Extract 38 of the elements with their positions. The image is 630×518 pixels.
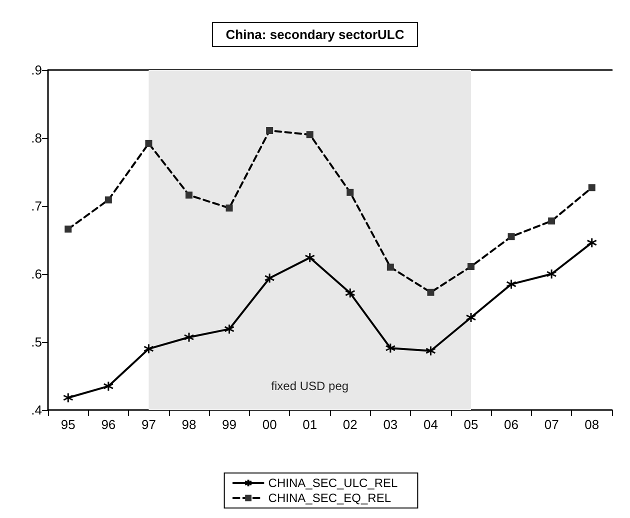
point xyxy=(103,380,114,392)
point xyxy=(546,268,557,280)
band-label: fixed USD peg xyxy=(271,379,349,393)
x-tick-label: 99 xyxy=(222,417,237,432)
point xyxy=(466,312,476,323)
x-tick-label: 07 xyxy=(544,417,559,432)
y-tick-label: .7 xyxy=(31,198,42,214)
y-tick-label: .9 xyxy=(31,62,42,78)
point xyxy=(184,332,194,342)
point xyxy=(506,278,517,290)
x-tick-label: 04 xyxy=(423,417,438,432)
x-tick-label: 08 xyxy=(584,417,600,432)
x-tick-label: 05 xyxy=(464,417,478,432)
point xyxy=(264,272,275,284)
point xyxy=(586,237,598,248)
point xyxy=(304,252,316,263)
chart-title: China: secondary sectorULC xyxy=(226,27,405,42)
x-tick-label: 02 xyxy=(342,417,358,432)
x-tick-label: 98 xyxy=(182,417,196,432)
point xyxy=(143,344,154,354)
x-tick-label: 06 xyxy=(504,417,519,432)
y-tick-label: .5 xyxy=(31,334,42,350)
point xyxy=(224,324,235,334)
y-tick-label: .4 xyxy=(31,402,42,418)
point xyxy=(62,392,74,404)
x-tick-label: 95 xyxy=(60,417,76,432)
point xyxy=(425,346,436,356)
x-tick-label: 96 xyxy=(101,417,116,432)
y-tick-label: .6 xyxy=(31,266,42,282)
x-tick-label: 01 xyxy=(302,417,318,432)
x-tick-label: 00 xyxy=(262,417,277,432)
point xyxy=(385,342,396,354)
legend-label: CHINA_SEC_EQ_REL xyxy=(268,491,392,505)
y-tick-label: .8 xyxy=(31,130,42,146)
x-tick-label: 03 xyxy=(383,417,398,432)
x-tick-label: 97 xyxy=(141,417,156,432)
legend-label: CHINA_SEC_ULC_REL xyxy=(268,476,398,490)
point xyxy=(344,288,356,298)
